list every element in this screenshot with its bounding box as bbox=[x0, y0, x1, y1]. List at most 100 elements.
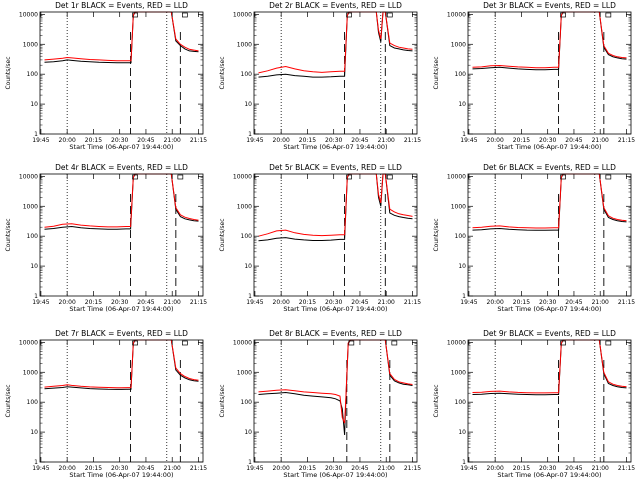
x-tick-label: 19:45 bbox=[32, 137, 49, 144]
x-tick-label: 20:00 bbox=[59, 299, 76, 306]
series-line-lld bbox=[472, 173, 627, 229]
x-tick-label: 20:45 bbox=[565, 299, 582, 306]
y-tick-label: 1 bbox=[462, 131, 466, 138]
x-tick-label: 20:45 bbox=[565, 465, 582, 472]
y-tick-label: 1 bbox=[34, 131, 38, 138]
x-tick-label: 21:15 bbox=[618, 299, 635, 306]
y-tick-label: 10 bbox=[458, 263, 466, 270]
chart-panel-8: Det 8r BLACK = Events, RED = LLD 1 10 100 10… bbox=[219, 329, 421, 479]
y-tick-label: 10 bbox=[244, 101, 252, 108]
x-tick-label: 19:45 bbox=[460, 465, 477, 472]
x-tick-label: 21:00 bbox=[378, 299, 395, 306]
chart-title: Det 5r BLACK = Events, RED = LLD bbox=[269, 163, 402, 172]
y-tick-label: 1000 bbox=[237, 41, 252, 48]
x-tick-label: 20:30 bbox=[539, 299, 556, 306]
saturation-marker bbox=[386, 174, 393, 180]
plot-frame bbox=[39, 173, 204, 297]
x-tick-label: 20:15 bbox=[85, 137, 102, 144]
plot-frame bbox=[39, 11, 204, 135]
x-tick-label: 20:45 bbox=[351, 299, 368, 306]
plot-frame bbox=[253, 173, 418, 297]
saturation-marker bbox=[132, 340, 138, 346]
x-tick-label: 20:30 bbox=[325, 465, 342, 472]
x-axis-label: Start Time (06-Apr-07 19:44:00) bbox=[283, 471, 387, 479]
y-tick-label: 1 bbox=[248, 131, 252, 138]
x-tick-label: 21:15 bbox=[618, 137, 635, 144]
x-tick-label: 21:00 bbox=[592, 137, 609, 144]
saturation-marker bbox=[560, 340, 566, 346]
chart-title: Det 8r BLACK = Events, RED = LLD bbox=[269, 329, 402, 338]
x-tick-label: 19:45 bbox=[246, 137, 263, 144]
x-tick-label: 19:45 bbox=[246, 465, 263, 472]
plot-frame bbox=[467, 339, 632, 463]
chart-title: Det 6r BLACK = Events, RED = LLD bbox=[483, 163, 616, 172]
y-tick-label: 1000 bbox=[451, 41, 466, 48]
x-tick-label: 19:45 bbox=[246, 299, 263, 306]
chart-panel-9: Det 9r BLACK = Events, RED = LLD 1 10 100 10… bbox=[433, 329, 635, 479]
x-tick-label: 21:00 bbox=[592, 465, 609, 472]
chart-panel-1: Det 1r BLACK = Events, RED = LLD 1 10 100 10… bbox=[5, 1, 207, 151]
x-tick-label: 19:45 bbox=[460, 137, 477, 144]
y-axis-label: Counts/sec bbox=[219, 56, 226, 89]
y-tick-label: 10 bbox=[30, 429, 38, 436]
x-tick-label: 19:45 bbox=[32, 299, 49, 306]
plot-frame bbox=[467, 11, 632, 135]
x-axis-label: Start Time (06-Apr-07 19:44:00) bbox=[497, 471, 601, 479]
y-tick-label: 1 bbox=[34, 459, 38, 466]
plot-frame bbox=[253, 11, 418, 135]
saturation-marker bbox=[177, 174, 184, 180]
x-axis-label: Start Time (06-Apr-07 19:44:00) bbox=[69, 305, 173, 313]
y-tick-label: 1000 bbox=[23, 41, 38, 48]
series-line-lld bbox=[472, 11, 627, 69]
y-tick-label: 1000 bbox=[23, 369, 38, 376]
saturation-marker bbox=[605, 340, 612, 346]
y-tick-label: 1000 bbox=[23, 203, 38, 210]
plot-frame bbox=[467, 173, 632, 297]
saturation-marker bbox=[560, 12, 566, 18]
saturation-marker bbox=[132, 174, 138, 180]
x-tick-label: 20:15 bbox=[299, 137, 316, 144]
y-tick-label: 10000 bbox=[19, 173, 38, 180]
x-tick-label: 20:45 bbox=[137, 137, 154, 144]
series-line-lld bbox=[258, 11, 413, 74]
saturation-marker bbox=[605, 12, 612, 18]
x-tick-label: 21:15 bbox=[618, 465, 635, 472]
saturation-marker bbox=[346, 174, 352, 180]
y-axis-label: Counts/sec bbox=[5, 384, 12, 417]
y-tick-label: 1000 bbox=[237, 203, 252, 210]
y-axis-label: Counts/sec bbox=[5, 56, 12, 89]
y-axis-label: Counts/sec bbox=[433, 218, 440, 251]
x-tick-label: 20:15 bbox=[299, 465, 316, 472]
x-tick-label: 20:15 bbox=[513, 137, 530, 144]
x-tick-label: 19:45 bbox=[32, 465, 49, 472]
x-tick-label: 21:15 bbox=[190, 299, 207, 306]
x-tick-label: 20:15 bbox=[513, 299, 530, 306]
x-tick-label: 20:30 bbox=[111, 299, 128, 306]
y-tick-label: 100 bbox=[27, 399, 39, 406]
y-tick-label: 10000 bbox=[19, 339, 38, 346]
y-tick-label: 10000 bbox=[233, 173, 252, 180]
saturation-marker bbox=[132, 12, 138, 18]
chart-title: Det 7r BLACK = Events, RED = LLD bbox=[55, 329, 188, 338]
series-line-lld bbox=[44, 173, 199, 228]
chart-title: Det 2r BLACK = Events, RED = LLD bbox=[269, 1, 402, 10]
y-axis-label: Counts/sec bbox=[433, 56, 440, 89]
y-tick-label: 100 bbox=[241, 71, 253, 78]
plot-frame bbox=[39, 339, 204, 463]
plot-frame bbox=[253, 339, 418, 463]
saturation-marker bbox=[386, 12, 393, 18]
chart-title: Det 3r BLACK = Events, RED = LLD bbox=[483, 1, 616, 10]
saturation-marker bbox=[182, 340, 188, 346]
y-tick-label: 10000 bbox=[233, 339, 252, 346]
x-axis-label: Start Time (06-Apr-07 19:44:00) bbox=[283, 143, 387, 151]
chart-panel-6: Det 6r BLACK = Events, RED = LLD 1 10 100 10… bbox=[433, 163, 635, 313]
x-tick-label: 20:30 bbox=[539, 465, 556, 472]
x-tick-label: 20:45 bbox=[351, 137, 368, 144]
x-tick-label: 21:15 bbox=[404, 137, 421, 144]
saturation-marker bbox=[182, 12, 188, 18]
y-tick-label: 10 bbox=[244, 263, 252, 270]
chart-title: Det 4r BLACK = Events, RED = LLD bbox=[55, 163, 188, 172]
x-tick-label: 21:00 bbox=[164, 465, 181, 472]
y-tick-label: 10 bbox=[458, 429, 466, 436]
